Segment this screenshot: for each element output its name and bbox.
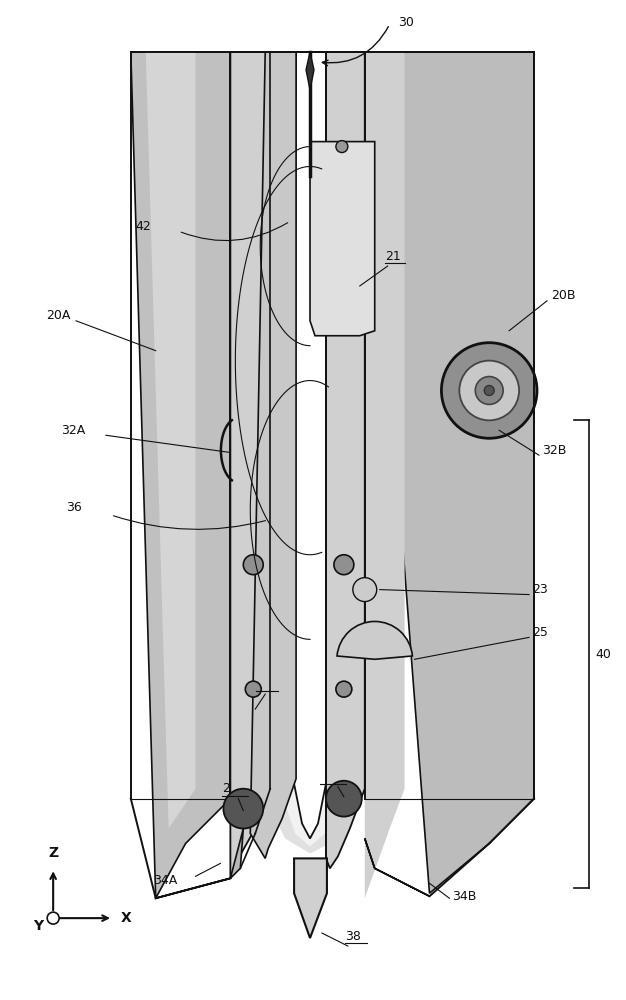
Text: Z: Z: [48, 846, 58, 860]
Text: 30: 30: [398, 16, 414, 29]
Circle shape: [223, 789, 263, 829]
Polygon shape: [294, 52, 326, 838]
Text: 25: 25: [532, 626, 548, 639]
Text: 36: 36: [66, 501, 82, 514]
Circle shape: [245, 681, 261, 697]
Text: 32B: 32B: [542, 444, 567, 457]
Circle shape: [459, 361, 519, 420]
Polygon shape: [310, 142, 375, 336]
Circle shape: [485, 386, 494, 395]
Polygon shape: [146, 52, 195, 829]
Polygon shape: [365, 52, 404, 898]
Circle shape: [326, 781, 362, 817]
Polygon shape: [326, 52, 365, 868]
Circle shape: [475, 377, 503, 404]
Text: 32A: 32A: [61, 424, 85, 437]
Circle shape: [353, 578, 377, 602]
Text: 20A: 20A: [46, 309, 71, 322]
Text: X: X: [121, 911, 131, 925]
Wedge shape: [337, 621, 413, 659]
Polygon shape: [250, 52, 296, 858]
Text: Y: Y: [33, 919, 43, 933]
Polygon shape: [306, 52, 314, 90]
Text: 22B: 22B: [320, 770, 344, 783]
Text: 40: 40: [596, 648, 612, 661]
Circle shape: [334, 555, 354, 575]
Polygon shape: [230, 52, 270, 878]
Polygon shape: [280, 52, 340, 846]
Text: 23: 23: [532, 583, 548, 596]
Text: 22A: 22A: [222, 782, 247, 795]
Text: 34B: 34B: [453, 890, 477, 903]
Polygon shape: [230, 52, 365, 853]
Circle shape: [336, 681, 352, 697]
Text: 42: 42: [136, 220, 151, 233]
Polygon shape: [294, 858, 327, 938]
Circle shape: [441, 343, 537, 438]
Text: 38: 38: [345, 930, 361, 943]
Circle shape: [47, 912, 59, 924]
Polygon shape: [156, 829, 244, 898]
Circle shape: [244, 555, 263, 575]
Text: 20B: 20B: [551, 289, 575, 302]
Polygon shape: [131, 52, 230, 898]
Text: 21: 21: [385, 250, 401, 263]
Polygon shape: [365, 838, 429, 896]
Text: 34A: 34A: [153, 874, 177, 887]
Text: 26: 26: [256, 678, 272, 691]
Circle shape: [336, 141, 348, 153]
Polygon shape: [365, 52, 534, 893]
